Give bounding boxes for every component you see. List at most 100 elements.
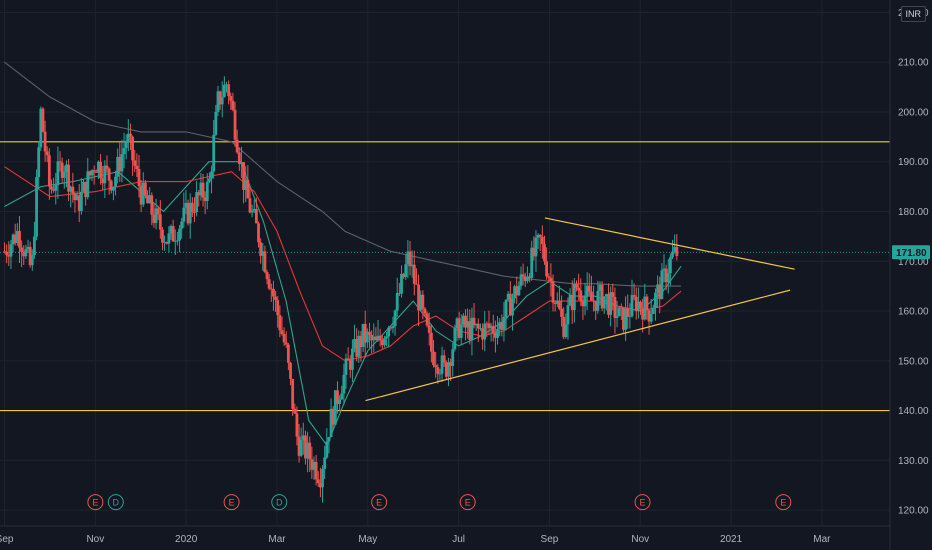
candle-body	[496, 329, 499, 338]
candle-body	[321, 468, 324, 488]
trendlines	[365, 217, 795, 402]
candle-body	[314, 462, 318, 480]
candle-body	[41, 108, 45, 132]
candle-body	[581, 300, 585, 307]
candle-body	[436, 367, 440, 374]
candle-body	[540, 236, 544, 245]
candle-body	[374, 336, 378, 341]
candle-body	[419, 294, 423, 311]
candle-body	[18, 230, 21, 248]
candle-body	[425, 313, 429, 326]
dividend-marker[interactable]: D	[107, 494, 124, 511]
candle-body	[415, 283, 418, 285]
candle-body	[412, 264, 416, 284]
candle-body	[592, 300, 595, 302]
candle-body	[564, 324, 568, 338]
candle-body	[380, 340, 384, 346]
earnings-marker[interactable]: E	[87, 494, 104, 511]
dividend-marker[interactable]: D	[271, 494, 288, 511]
candle-body	[444, 362, 448, 377]
candle-body	[146, 195, 149, 204]
x-tick-label: Sep	[0, 534, 14, 545]
candle-body	[485, 323, 489, 325]
candle-body	[129, 133, 132, 137]
candle-body	[143, 182, 147, 196]
candle-body	[344, 358, 348, 375]
candle-body	[502, 317, 506, 330]
candle-body	[622, 307, 625, 330]
candle-body	[647, 310, 651, 322]
candle-body	[327, 436, 331, 442]
candle-body	[438, 373, 442, 375]
candle-body	[447, 362, 450, 377]
event-marker-letter: D	[276, 497, 283, 507]
candle-body	[372, 336, 376, 341]
earnings-marker[interactable]: E	[775, 494, 792, 511]
currency-badge[interactable]: INR	[900, 6, 926, 22]
candle-body	[84, 181, 88, 198]
y-tick-label: 150.00	[898, 356, 929, 367]
candle-body	[417, 284, 420, 311]
candle-body	[135, 165, 139, 170]
candle-body	[3, 251, 6, 253]
candle-body	[466, 321, 470, 328]
candle-body	[464, 315, 467, 328]
candle-body	[468, 321, 472, 341]
candle-body	[370, 334, 374, 341]
event-marker-circle	[459, 494, 476, 511]
trendline-upper[interactable]	[544, 217, 795, 270]
y-tick-label: 200.00	[898, 107, 929, 118]
earnings-marker[interactable]: E	[223, 494, 240, 511]
candle-body	[158, 214, 162, 230]
candle-body	[171, 226, 175, 242]
candle-body	[432, 351, 435, 366]
candle-body	[242, 162, 245, 190]
candle-body	[666, 273, 670, 283]
candle-body	[387, 327, 391, 337]
candle-body	[675, 246, 679, 256]
candle-body	[28, 246, 32, 266]
candle-body	[434, 365, 438, 368]
candle-body	[545, 261, 549, 277]
candle-body	[47, 155, 51, 187]
x-tick-label: Nov	[86, 534, 104, 545]
candle-body	[609, 292, 613, 315]
candle-body	[73, 193, 77, 201]
candle-body	[323, 457, 327, 469]
candle-body	[331, 408, 335, 425]
candle-body	[449, 362, 452, 366]
earnings-marker[interactable]: E	[371, 494, 388, 511]
candle-body	[587, 285, 591, 292]
candle-body	[22, 251, 26, 257]
candle-body	[628, 316, 632, 317]
candle-body	[575, 284, 578, 288]
candle-body	[517, 285, 521, 296]
candle-body	[291, 378, 295, 409]
candle-body	[233, 109, 237, 140]
candle-body	[257, 223, 260, 243]
earnings-marker[interactable]: E	[459, 494, 476, 511]
y-tick-label: 120.00	[898, 506, 929, 517]
candle-body	[75, 195, 79, 201]
candle-body	[220, 96, 224, 105]
candle-body	[643, 296, 647, 320]
trendline-lower[interactable]	[365, 289, 791, 402]
candle-body	[97, 161, 100, 173]
candle-body	[43, 131, 47, 152]
candle-body	[572, 284, 576, 311]
event-marker-circle	[223, 494, 240, 511]
candle-body	[421, 294, 425, 309]
last-price-label: 171.80	[896, 248, 927, 259]
last-price-label-bg	[892, 245, 930, 260]
candle-body	[457, 318, 461, 338]
candle-body	[673, 246, 677, 252]
candle-body	[519, 274, 523, 286]
candle-body	[124, 142, 128, 149]
earnings-marker[interactable]: E	[634, 494, 651, 511]
candle-body	[361, 323, 365, 347]
grid	[0, 0, 890, 526]
candle-body	[489, 325, 493, 329]
